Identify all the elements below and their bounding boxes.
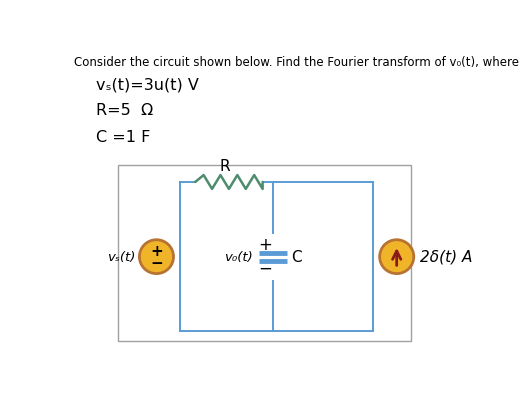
Text: vₛ(t)=3u(t) V: vₛ(t)=3u(t) V: [96, 77, 199, 92]
Text: Consider the circuit shown below. Find the Fourier transform of v₀(t), where: Consider the circuit shown below. Find t…: [74, 56, 519, 69]
Text: +: +: [150, 244, 163, 259]
Circle shape: [380, 240, 414, 274]
Text: C =1 F: C =1 F: [96, 130, 150, 145]
Text: −: −: [258, 259, 272, 277]
Text: C: C: [291, 250, 302, 265]
Circle shape: [139, 240, 174, 274]
Text: −: −: [150, 256, 163, 271]
Text: R: R: [220, 159, 230, 174]
Text: v₀(t): v₀(t): [224, 251, 253, 264]
Text: 2δ(t) A: 2δ(t) A: [420, 250, 472, 265]
Text: vₛ(t): vₛ(t): [107, 251, 136, 264]
Text: R=5  Ω: R=5 Ω: [96, 104, 153, 118]
Text: +: +: [258, 236, 272, 254]
Bar: [118, 165, 411, 341]
